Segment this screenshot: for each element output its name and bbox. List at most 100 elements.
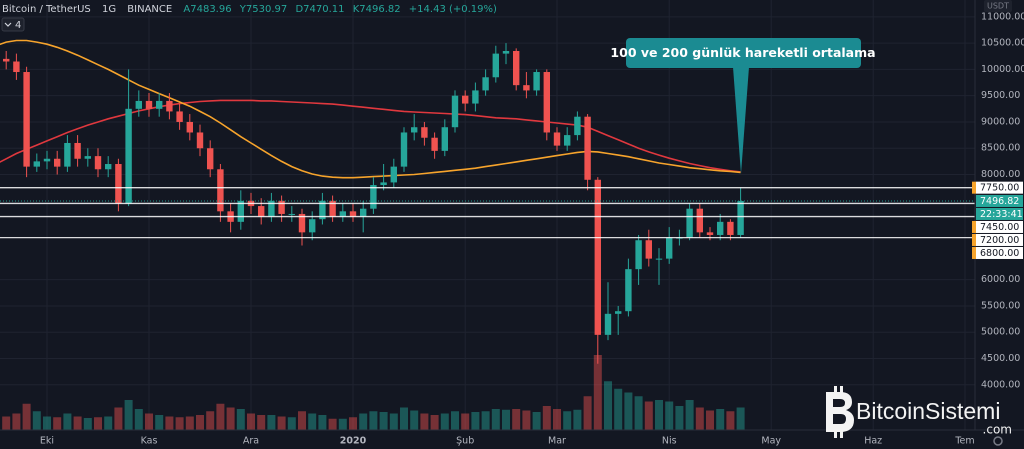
volume-bar bbox=[175, 417, 184, 430]
header: Bitcoin / TetherUS 1G BINANCE A7483.96 Y… bbox=[2, 4, 497, 15]
price-label-box bbox=[976, 194, 1023, 207]
y-tick-label: 10000.00 bbox=[981, 64, 1024, 75]
y-tick-label: 6000.00 bbox=[981, 274, 1020, 285]
volume-bar bbox=[63, 413, 72, 430]
candle-body bbox=[33, 161, 40, 167]
candle-body bbox=[502, 50, 510, 54]
volume-bar bbox=[675, 406, 684, 430]
annotation-text: 100 ve 200 günlük hareketli ortalama bbox=[610, 45, 875, 60]
candle-body bbox=[115, 164, 122, 204]
candle-body bbox=[84, 156, 91, 159]
candle-body bbox=[298, 213, 306, 233]
volume-bar bbox=[73, 416, 82, 430]
y-tick-label: 9500.00 bbox=[981, 90, 1020, 101]
candle-body bbox=[43, 158, 51, 162]
volume-bar bbox=[32, 411, 41, 430]
volume-bar bbox=[94, 417, 102, 430]
x-tick-label: Nis bbox=[662, 436, 677, 447]
volume-bar bbox=[614, 388, 623, 430]
candle-body bbox=[686, 208, 693, 238]
candle-body bbox=[74, 142, 81, 159]
candle-body bbox=[166, 100, 173, 112]
candle-body bbox=[604, 313, 612, 335]
volume-bar bbox=[134, 409, 143, 430]
moving-average-line bbox=[0, 39, 741, 179]
candle-body bbox=[3, 58, 10, 62]
price-label-box bbox=[976, 246, 1023, 259]
annotation: 100 ve 200 günlük hareketli ortalama bbox=[610, 38, 876, 174]
x-tick-label: Ara bbox=[243, 436, 259, 447]
candle-body bbox=[207, 148, 214, 170]
volume-bar bbox=[114, 407, 123, 430]
volume-bar bbox=[338, 418, 347, 430]
candle-body bbox=[105, 164, 112, 170]
volume-bar bbox=[216, 403, 225, 430]
candle-body bbox=[145, 100, 153, 109]
countdown-label: 22:33:41 bbox=[980, 209, 1023, 220]
settings-icon[interactable] bbox=[993, 436, 1003, 446]
candle-body bbox=[411, 127, 418, 133]
volume-bar bbox=[420, 413, 429, 430]
candle-body bbox=[666, 237, 673, 259]
candle-body bbox=[472, 90, 479, 104]
volume-bar bbox=[563, 411, 572, 430]
x-tick-label: 2020 bbox=[340, 436, 367, 447]
volume-bar bbox=[491, 409, 500, 430]
volume-bar bbox=[389, 413, 398, 430]
y-tick-label: 5000.00 bbox=[981, 327, 1020, 338]
volume-bar bbox=[359, 413, 368, 430]
y-tick-label: 4500.00 bbox=[981, 353, 1020, 364]
price-label-box bbox=[976, 220, 1023, 233]
volume-bar bbox=[583, 396, 592, 430]
x-tick-label: Şub bbox=[456, 436, 474, 447]
candle-body bbox=[645, 240, 652, 259]
volume-bar bbox=[267, 415, 276, 430]
volume-bar bbox=[206, 411, 215, 430]
indicator-toggle[interactable]: 4 bbox=[1, 17, 25, 32]
volume-bar bbox=[634, 396, 643, 430]
price-label-box bbox=[976, 233, 1023, 246]
candle-body bbox=[574, 116, 581, 136]
ohlc-open: A7483.96 bbox=[183, 4, 231, 15]
candle-body bbox=[441, 127, 448, 151]
x-tick-label: Eki bbox=[40, 436, 54, 447]
candle-body bbox=[706, 232, 714, 235]
alert-marker bbox=[972, 246, 976, 259]
candle-body bbox=[431, 137, 438, 151]
candle-body bbox=[564, 135, 571, 146]
alert-marker bbox=[972, 181, 976, 194]
volume-bar bbox=[287, 417, 296, 430]
price-label: 7496.82 bbox=[980, 196, 1019, 207]
volume-bar bbox=[83, 418, 92, 430]
candle-body bbox=[625, 269, 632, 312]
indicator-count: 4 bbox=[15, 20, 21, 31]
volume-bar bbox=[451, 411, 459, 430]
volume-bar bbox=[349, 417, 357, 430]
volume-bar bbox=[369, 411, 378, 430]
alert-marker bbox=[972, 233, 976, 246]
candle-body bbox=[370, 185, 377, 209]
candle-body bbox=[513, 50, 520, 86]
volume-bar bbox=[155, 415, 164, 430]
volume-bar bbox=[553, 409, 561, 430]
candle-body bbox=[615, 311, 622, 314]
candle-body bbox=[135, 100, 142, 109]
volume-bar bbox=[145, 413, 153, 430]
volume-bar bbox=[165, 416, 174, 430]
volume-bar bbox=[573, 409, 582, 430]
volume-bar bbox=[318, 415, 327, 430]
candle-body bbox=[237, 200, 244, 222]
candle-body bbox=[268, 200, 275, 217]
candle-body bbox=[737, 200, 744, 235]
candle-body bbox=[451, 95, 459, 128]
volume-bar bbox=[53, 417, 62, 430]
volume-bar bbox=[481, 411, 490, 430]
alert-marker bbox=[972, 220, 976, 233]
candle-body bbox=[319, 200, 326, 220]
ohlc-low: D7470.11 bbox=[295, 4, 344, 15]
candle-body bbox=[655, 258, 663, 260]
candle-body bbox=[349, 211, 357, 217]
candle-body bbox=[94, 156, 102, 170]
candle-body bbox=[125, 108, 132, 204]
x-tick-label: Tem bbox=[954, 436, 974, 447]
